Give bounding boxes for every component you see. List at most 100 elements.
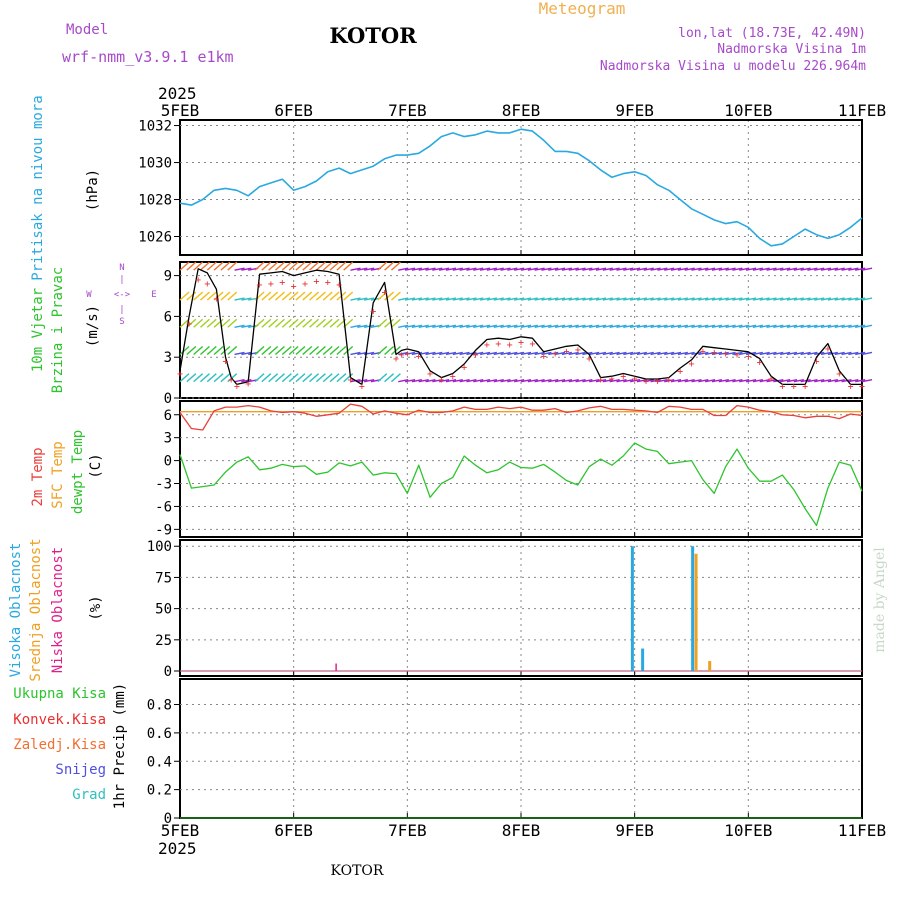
wind-barb bbox=[322, 291, 333, 301]
wind-barb bbox=[664, 267, 675, 271]
wind-barb bbox=[841, 378, 852, 383]
wind-gust-mark: + bbox=[677, 366, 683, 377]
svg-text:<->: <-> bbox=[114, 290, 131, 300]
wind-barb bbox=[541, 267, 552, 271]
wind-barb bbox=[711, 297, 723, 301]
wind-barb bbox=[357, 267, 368, 271]
wind-barb bbox=[439, 297, 450, 301]
y-tick-label: -6 bbox=[155, 499, 172, 515]
wind-gust-mark: + bbox=[302, 279, 308, 290]
wind-barb bbox=[670, 267, 682, 271]
wind-barb bbox=[773, 324, 784, 328]
wind-barb bbox=[507, 351, 518, 356]
wind-barb bbox=[452, 351, 463, 356]
panel-frame-cloud bbox=[179, 539, 863, 677]
y-tick-label: 0 bbox=[164, 454, 172, 470]
bottom-year-label: 2025 bbox=[158, 839, 197, 858]
wind-barb bbox=[629, 378, 641, 383]
wind-barb bbox=[213, 318, 224, 328]
wind-barb bbox=[548, 378, 559, 383]
wind-barb bbox=[315, 291, 326, 301]
wind-barb bbox=[425, 351, 436, 356]
wind-barb bbox=[616, 324, 627, 328]
wind-barb bbox=[766, 378, 777, 383]
wind-barb bbox=[745, 267, 757, 271]
wind-barb bbox=[705, 267, 716, 271]
x-tick-label-bottom: 11FEB bbox=[838, 821, 886, 840]
wind-barb bbox=[432, 267, 443, 271]
wind-barb bbox=[357, 324, 368, 328]
wind-barb bbox=[254, 373, 265, 383]
x-tick-label-bottom: 9FEB bbox=[615, 821, 654, 840]
wind-barb bbox=[418, 297, 429, 301]
wind-barb bbox=[848, 324, 859, 328]
wind-barb bbox=[629, 297, 641, 301]
wind-barb bbox=[670, 324, 682, 328]
temp-2m-line bbox=[179, 403, 863, 431]
wind-gust-mark: + bbox=[620, 371, 626, 382]
wind-barb bbox=[241, 324, 252, 328]
wind-barb bbox=[629, 351, 641, 356]
wind-barb bbox=[786, 351, 798, 356]
wind-barb bbox=[718, 267, 729, 271]
x-tick-label-bottom: 5FEB bbox=[161, 821, 200, 840]
wind-barb bbox=[786, 297, 798, 301]
wind-barb bbox=[322, 261, 333, 271]
wind-barb bbox=[657, 297, 668, 301]
wind-barb bbox=[364, 297, 375, 301]
wind-barb bbox=[404, 297, 416, 301]
y-tick-label: 75 bbox=[155, 570, 172, 586]
wind-barb bbox=[309, 261, 320, 271]
wind-gust-mark: + bbox=[186, 319, 192, 330]
wind-barb bbox=[793, 324, 804, 328]
svg-text:|: | bbox=[119, 275, 124, 285]
wind-barb bbox=[459, 324, 470, 328]
wind-barb bbox=[432, 297, 443, 301]
wind-gust-mark: + bbox=[484, 340, 490, 351]
wind-barb bbox=[500, 378, 511, 383]
svg-text:S: S bbox=[119, 317, 124, 327]
wind-barb bbox=[636, 267, 648, 271]
wind-barb bbox=[691, 297, 702, 301]
x-tick-label-bottom: 8FEB bbox=[502, 821, 541, 840]
wind-barb bbox=[554, 267, 566, 271]
y-tick-label: 3 bbox=[164, 431, 172, 447]
wind-gust-mark: + bbox=[245, 379, 251, 390]
wind-barb bbox=[650, 324, 661, 328]
x-tick-label-top: 7FEB bbox=[388, 101, 427, 120]
wind-barb bbox=[193, 373, 204, 383]
wind-gust-mark: + bbox=[632, 374, 638, 385]
wind-barb bbox=[554, 378, 566, 383]
wind-barb bbox=[650, 267, 661, 271]
wind-barb bbox=[377, 345, 388, 356]
lonlat-label: lon,lat (18.73E, 42.49N) bbox=[678, 26, 866, 41]
wind-gust-mark: + bbox=[336, 280, 342, 291]
wind-barb bbox=[677, 267, 688, 271]
wind-gust-mark: + bbox=[791, 381, 797, 392]
wind-barb bbox=[199, 345, 210, 356]
wind-barb bbox=[343, 291, 354, 301]
wind-gust-mark: + bbox=[382, 288, 388, 299]
wind-barb bbox=[364, 267, 375, 271]
x-tick-label-bottom: 10FEB bbox=[724, 821, 772, 840]
wind-barb bbox=[275, 373, 285, 383]
wind-barb bbox=[411, 324, 423, 328]
wind-barb bbox=[725, 267, 736, 271]
wind-barb bbox=[582, 324, 593, 328]
wind-barb bbox=[315, 345, 326, 356]
wind-barb bbox=[718, 378, 729, 383]
wind-gust-mark: + bbox=[757, 358, 763, 369]
wind-barb bbox=[288, 261, 299, 271]
wind-barb bbox=[404, 267, 416, 271]
x-tick-label-top: 11FEB bbox=[838, 101, 886, 120]
wind-barb bbox=[315, 318, 326, 328]
wind-barb bbox=[759, 324, 770, 328]
wind-barb bbox=[466, 324, 477, 328]
wind-barb bbox=[534, 324, 545, 328]
wind-barb bbox=[329, 261, 340, 271]
wind-barb bbox=[390, 261, 401, 271]
wind-barb bbox=[295, 373, 306, 383]
wind-barb bbox=[745, 297, 757, 301]
wind-barb bbox=[268, 291, 279, 301]
y-tick-label: 0.6 bbox=[147, 726, 172, 742]
